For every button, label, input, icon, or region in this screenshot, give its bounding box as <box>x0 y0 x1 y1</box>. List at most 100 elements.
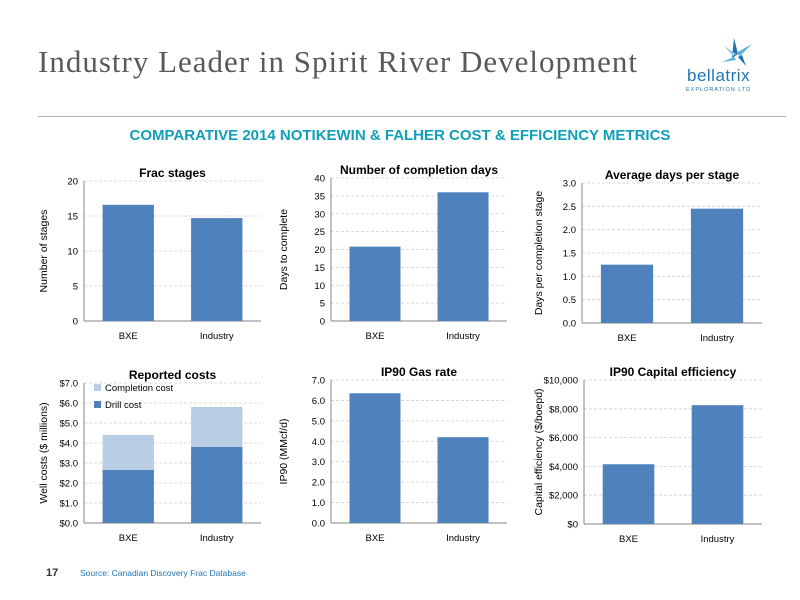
y-tick-label: 3.0 <box>312 457 325 468</box>
chart-days-per-stage: 0.0 0.5 1.0 1.5 2.0 2.5 3.0 BXE Industry Average … <box>533 168 762 344</box>
chart-completion-days: 0 5 10 15 20 25 30 35 40 BXE Industry Number of com… <box>278 163 507 342</box>
y-tick-label: 1.0 <box>563 272 576 283</box>
y-tick-label: 0.5 <box>563 295 576 306</box>
y-axis-label: IP90 (MMcf/d) <box>278 419 290 485</box>
y-tick-label: 35 <box>314 191 325 202</box>
y-tick-label: 5 <box>320 299 325 310</box>
y-tick-label: 5.0 <box>312 416 325 427</box>
header-divider <box>38 116 786 117</box>
y-tick-label: 25 <box>314 227 325 238</box>
y-tick-label: 20 <box>67 177 78 188</box>
y-tick-label: $2.0 <box>60 479 79 490</box>
chart-title: IP90 Gas rate <box>381 365 457 379</box>
section-subtitle: COMPARATIVE 2014 NOTIKEWIN & FALHER COST… <box>129 127 671 144</box>
bar <box>349 246 401 321</box>
bar <box>690 208 744 323</box>
y-tick-label: $5.0 <box>60 419 79 430</box>
y-tick-label: 2.0 <box>312 478 325 489</box>
bar <box>102 204 154 321</box>
y-tick-label: $6,000 <box>549 433 578 444</box>
x-tick-label: BXE <box>619 534 638 545</box>
y-tick-label: 0.0 <box>563 319 576 330</box>
y-tick-label: 2.5 <box>563 202 576 213</box>
bar <box>349 393 401 523</box>
y-tick-label: 0.0 <box>312 519 325 530</box>
y-tick-label: 2.0 <box>563 225 576 236</box>
y-tick-label: $8,000 <box>549 404 578 415</box>
legend-swatch <box>94 384 101 391</box>
company-logo: bellatrix EXPLORATION LTD <box>672 36 792 106</box>
y-tick-label: $2,000 <box>549 491 578 502</box>
y-axis-label: Capital efficiency ($/boepd) <box>533 388 545 515</box>
y-tick-label: 10 <box>67 247 78 258</box>
logo-wordmark: bellatrix <box>687 66 751 85</box>
y-tick-label: $10,000 <box>544 376 578 387</box>
y-tick-label: 1.5 <box>563 249 576 260</box>
y-tick-label: $0.0 <box>60 519 79 530</box>
bar <box>437 192 489 321</box>
x-tick-label: Industry <box>446 533 480 544</box>
y-tick-label: 30 <box>314 209 325 220</box>
star-logo-icon <box>722 38 752 66</box>
bar <box>691 405 744 524</box>
bar <box>602 464 655 524</box>
x-tick-label: BXE <box>119 533 138 544</box>
chart-title: Frac stages <box>139 166 206 180</box>
y-tick-label: 15 <box>67 212 78 223</box>
chart-ip90-gas-rate: 0.0 1.0 2.0 3.0 4.0 5.0 6.0 7.0 BXE Industry IP90 … <box>278 365 507 544</box>
y-tick-label: 3.0 <box>563 179 576 190</box>
x-tick-label: BXE <box>365 533 384 544</box>
chart-reported-costs: $0.0 $1.0 $2.0 $3.0 $4.0 $5.0 $6.0 $7.0 BXE Indus… <box>38 368 261 544</box>
chart-title: IP90 Capital efficiency <box>610 365 737 379</box>
x-tick-label: Industry <box>200 331 234 342</box>
legend-swatch <box>94 401 101 408</box>
legend-label: Completion cost <box>105 383 173 394</box>
y-tick-label: 4.0 <box>312 437 325 448</box>
source-note: Source: Canadian Discovery Frac Database <box>80 568 246 578</box>
page-number: 17 <box>46 567 59 579</box>
bar <box>437 437 489 523</box>
y-tick-label: $1.0 <box>60 499 79 510</box>
x-tick-label: Industry <box>446 331 480 342</box>
y-tick-label: $4.0 <box>60 439 79 450</box>
y-tick-label: 40 <box>314 174 325 185</box>
y-tick-label: 15 <box>314 263 325 274</box>
y-axis-label: Number of stages <box>38 210 50 293</box>
y-tick-label: 20 <box>314 245 325 256</box>
y-tick-label: $6.0 <box>60 399 79 410</box>
bar <box>600 264 654 323</box>
bar-segment <box>191 407 243 447</box>
x-tick-label: Industry <box>701 534 735 545</box>
page-title: Industry Leader in Spirit River Developm… <box>38 44 639 79</box>
y-tick-label: 6.0 <box>312 396 325 407</box>
y-tick-label: $7.0 <box>60 379 79 390</box>
y-tick-label: $0 <box>567 520 578 531</box>
logo-tagline: EXPLORATION LTD <box>686 87 752 93</box>
x-tick-label: BXE <box>617 333 636 344</box>
x-tick-label: Industry <box>200 533 234 544</box>
chart-title: Number of completion days <box>340 163 498 177</box>
x-tick-label: BXE <box>119 331 138 342</box>
y-tick-label: 10 <box>314 281 325 292</box>
y-tick-label: $4,000 <box>549 462 578 473</box>
bar-segment <box>102 435 154 470</box>
chart-frac-stages: 0 5 10 15 20 BXE Industry Frac stages Number of … <box>38 166 261 342</box>
bar-segment <box>102 470 154 523</box>
y-axis-label: Days per completion stage <box>533 191 545 315</box>
y-axis-label: Well costs ($ millions) <box>38 402 50 503</box>
y-tick-label: 5 <box>73 282 78 293</box>
y-tick-label: 1.0 <box>312 498 325 509</box>
chart-title: Average days per stage <box>605 168 740 182</box>
legend-label: Drill cost <box>105 400 142 411</box>
bar-segment <box>191 447 243 523</box>
x-tick-label: Industry <box>700 333 734 344</box>
y-tick-label: 0 <box>320 317 325 328</box>
y-tick-label: 7.0 <box>312 376 325 387</box>
chart-title: Reported costs <box>129 368 217 382</box>
bar <box>191 218 243 321</box>
chart-ip90-capital-efficiency: $0 $2,000 $4,000 $6,000 $8,000 $10,000 BXE Indu… <box>533 365 762 545</box>
y-axis-label: Days to complete <box>278 209 290 290</box>
x-tick-label: BXE <box>365 331 384 342</box>
y-tick-label: 0 <box>73 317 78 328</box>
y-tick-label: $3.0 <box>60 459 79 470</box>
